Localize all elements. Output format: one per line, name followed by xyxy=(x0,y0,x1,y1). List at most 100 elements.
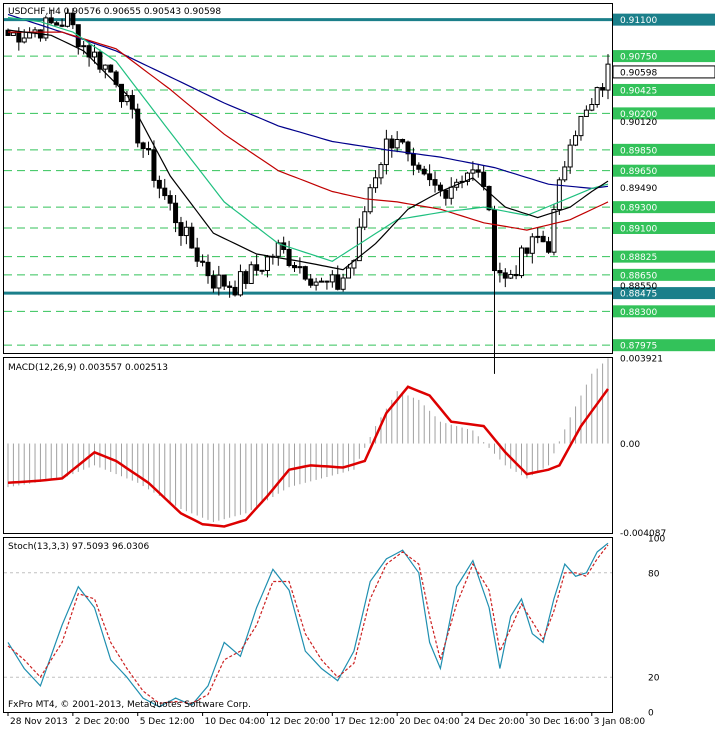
price-level-label-box xyxy=(613,268,715,281)
time-axis: 28 Nov 2013 2 Dec 20:00 5 Dec 12:00 10 Dec … xyxy=(7,712,645,727)
candle-body xyxy=(524,247,530,254)
candle-body xyxy=(313,281,319,286)
candle-body xyxy=(573,135,579,146)
price-panel xyxy=(3,3,613,354)
price-level-label: 0.90200 xyxy=(620,110,657,120)
candle-body xyxy=(443,189,449,199)
candle-body xyxy=(210,275,216,289)
price-level-label: 0.88475 xyxy=(620,290,657,300)
copyright: FxPro MT4, © 2001-2013, MetaQuotes Softw… xyxy=(8,700,251,710)
macd-tick-label: -0.004087 xyxy=(620,529,666,539)
stoch-signal-line xyxy=(7,544,609,704)
candle-body xyxy=(508,273,514,279)
candle-body xyxy=(519,247,525,277)
candle-body xyxy=(91,51,97,58)
price-level-label-box xyxy=(613,164,715,177)
candle-body xyxy=(254,264,260,271)
time-tick-label: 20 Dec 04:00 xyxy=(399,717,460,727)
candle-body xyxy=(221,274,227,287)
macd-tick-label: 0.00 xyxy=(620,440,640,450)
candle-body xyxy=(346,267,352,279)
stoch-tick-label: 100 xyxy=(648,535,665,545)
time-tick-label: 24 Dec 20:00 xyxy=(464,717,525,727)
price-axis: 0.91100 0.88475 0.90750 0.90425 0.90200 0.898… xyxy=(612,13,715,352)
candle-body xyxy=(205,261,211,277)
candle-body xyxy=(54,22,60,26)
candle-body xyxy=(600,87,606,91)
candle-body xyxy=(535,235,541,238)
candle-body xyxy=(400,138,406,143)
price-level-label-box xyxy=(613,201,715,214)
candle-body xyxy=(135,108,141,144)
price-level-label: 0.89100 xyxy=(620,224,657,234)
candle-body xyxy=(308,278,314,286)
time-tick-label: 5 Dec 12:00 xyxy=(140,717,195,727)
macd-plot: 0.003921 0.00 -0.004087 xyxy=(7,354,666,539)
candle-body xyxy=(237,271,243,296)
price-level-label: 0.91100 xyxy=(620,16,657,26)
stoch-plot: 100 80 20 0 xyxy=(4,535,665,719)
candle-body xyxy=(421,168,427,175)
price-tick-label: 0.90120 xyxy=(620,118,657,128)
candle-body xyxy=(383,138,389,166)
candle-body xyxy=(232,286,238,296)
candle-body xyxy=(394,138,400,149)
candle-body xyxy=(70,12,76,26)
time-tick-label: 28 Nov 2013 xyxy=(10,717,68,727)
price-tick-label: 0.88550 xyxy=(620,282,657,292)
candle-body xyxy=(373,177,379,189)
price-level-label: 0.88650 xyxy=(620,271,657,281)
candle-body xyxy=(562,166,568,181)
candle-body xyxy=(5,29,11,36)
candle-body xyxy=(362,211,368,228)
price-level-label: 0.90750 xyxy=(620,53,657,63)
candle-body xyxy=(189,226,195,249)
candle-body xyxy=(556,179,562,211)
candle-body xyxy=(427,173,433,181)
candle-body xyxy=(529,236,535,254)
time-tick-label: 30 Dec 16:00 xyxy=(529,717,590,727)
price-level-label: 0.89300 xyxy=(620,204,657,214)
price-level-label-box xyxy=(613,50,715,63)
candle-body xyxy=(10,32,16,36)
stoch-tick-label: 0 xyxy=(648,709,654,719)
stoch-panel xyxy=(3,537,613,713)
candle-body xyxy=(162,187,168,197)
candle-body xyxy=(410,153,416,166)
candle-body xyxy=(551,209,557,253)
candle-body xyxy=(275,242,281,257)
price-plot xyxy=(4,8,612,374)
price-level-label-box xyxy=(613,13,715,26)
candle-body xyxy=(119,83,125,103)
candle-body xyxy=(178,222,184,237)
candle-body xyxy=(59,24,65,27)
candle-body xyxy=(286,248,292,266)
candle-body xyxy=(48,17,54,24)
price-level-label: 0.89850 xyxy=(620,146,657,156)
candle-body xyxy=(108,64,114,73)
candle-body xyxy=(248,264,254,284)
candle-body xyxy=(502,272,508,279)
candle-body xyxy=(416,164,422,170)
moving-average-line xyxy=(7,29,609,271)
candle-body xyxy=(291,264,297,269)
macd-signal-line xyxy=(7,385,610,528)
moving-average-line xyxy=(8,31,609,231)
candle-body xyxy=(216,274,222,289)
current-price-box xyxy=(612,65,715,79)
candle-body xyxy=(16,32,22,43)
candle-body xyxy=(194,247,200,262)
price-level-label: 0.89650 xyxy=(620,167,657,177)
macd-header: MACD(12,26,9) 0.003557 0.002513 xyxy=(8,363,168,373)
candle-body xyxy=(302,266,308,280)
candle-body xyxy=(140,142,146,150)
candle-body xyxy=(156,179,162,189)
candle-body xyxy=(405,141,411,155)
price-level-label-box xyxy=(613,83,715,96)
candle-body xyxy=(389,138,395,149)
time-tick-label: 10 Dec 04:00 xyxy=(205,717,266,727)
candle-body xyxy=(173,202,179,224)
candle-body xyxy=(329,274,335,283)
candle-body xyxy=(102,64,108,70)
